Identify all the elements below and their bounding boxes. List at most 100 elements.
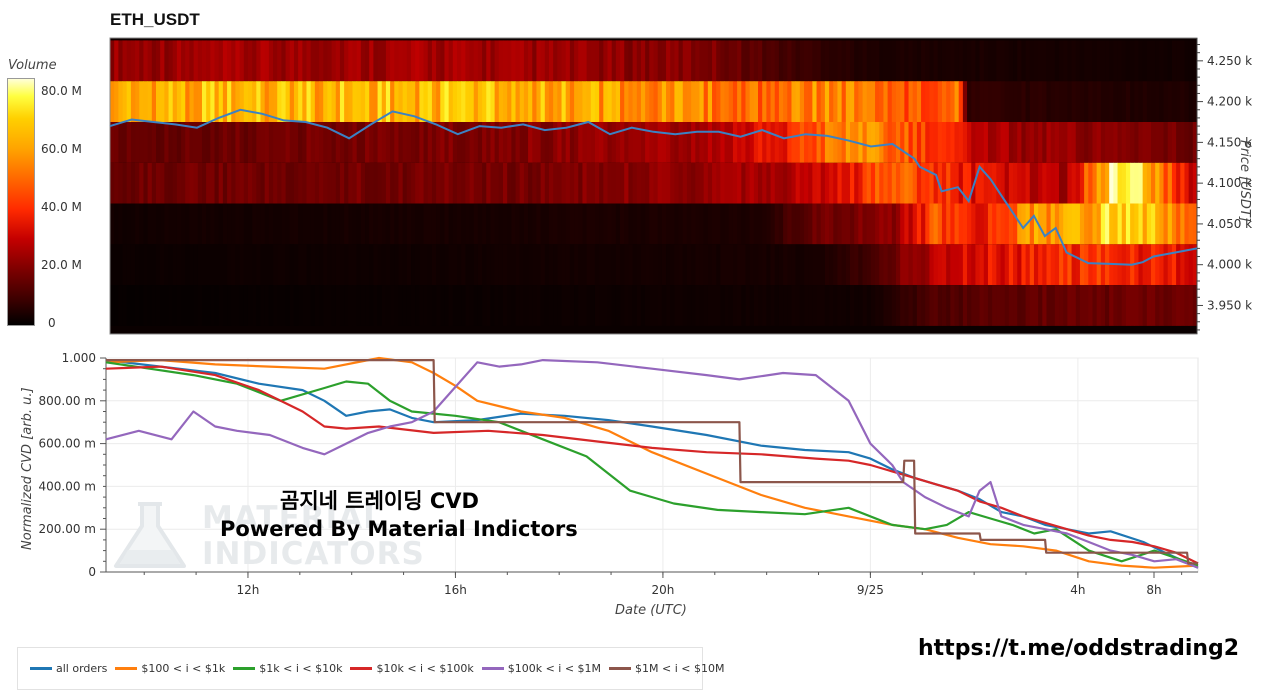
heatmap-cell <box>285 162 291 204</box>
heatmap-cell <box>1155 81 1160 122</box>
heatmap-cell <box>941 122 947 163</box>
heatmap-cell <box>385 162 391 204</box>
heatmap-cell <box>469 285 475 326</box>
heatmap-cell <box>983 162 989 204</box>
heatmap-cell <box>306 244 312 286</box>
heatmap-cell <box>201 162 207 204</box>
heatmap-cell <box>707 122 713 163</box>
heatmap-cell <box>528 285 533 326</box>
heatmap-cell <box>1125 40 1131 82</box>
heatmap-cell <box>724 285 730 326</box>
heatmap-cell <box>603 244 608 286</box>
heatmap-cell <box>670 203 675 245</box>
heatmap-cell <box>181 244 186 286</box>
heatmap-cell <box>996 162 1001 204</box>
heatmap-cell <box>695 244 700 286</box>
heatmap-cell <box>247 40 253 82</box>
heatmap-cell <box>603 285 608 326</box>
heatmap-cell <box>732 40 738 82</box>
heatmap-cell <box>745 285 751 326</box>
heatmap-cell <box>833 244 838 286</box>
heatmap-cell <box>511 285 516 326</box>
heatmap-cell <box>482 244 487 286</box>
heatmap-cell <box>519 162 525 204</box>
legend-item[interactable]: $100k < i < $1M <box>481 662 601 675</box>
heatmap-cell <box>172 81 178 122</box>
heatmap-cell <box>306 285 312 326</box>
heatmap-cell <box>686 81 692 122</box>
heatmap-cell <box>837 203 843 245</box>
heatmap-cell <box>193 285 199 326</box>
heatmap-cell <box>306 122 312 163</box>
heatmap-cell <box>967 285 972 326</box>
heatmap-cell <box>461 285 466 326</box>
heatmap-cell <box>540 285 546 326</box>
heatmap-cell <box>151 81 157 122</box>
heatmap-cell <box>1013 40 1018 82</box>
heatmap-cell <box>770 162 776 204</box>
heatmap-cell <box>218 162 224 204</box>
heatmap-cell <box>933 40 939 82</box>
heatmap-cell <box>218 285 224 326</box>
heatmap-cell <box>519 244 525 286</box>
cvd-x-tick-label: 12h <box>237 583 260 597</box>
heatmap-cell <box>1109 285 1114 326</box>
heatmap-cell <box>365 203 370 245</box>
heatmap-cell <box>507 244 512 286</box>
heatmap-cell <box>845 285 851 326</box>
heatmap-cell <box>632 244 638 286</box>
heatmap-cell <box>1167 285 1173 326</box>
heatmap-cell <box>314 203 320 245</box>
heatmap-cell <box>870 81 876 122</box>
heatmap-cell <box>891 244 897 286</box>
heatmap-cell <box>1155 285 1160 326</box>
heatmap-cell <box>1013 122 1018 163</box>
heatmap-cell <box>168 285 174 326</box>
heatmap-cell <box>482 285 487 326</box>
heatmap-cell <box>820 40 826 82</box>
heatmap-cell <box>758 203 763 245</box>
heatmap-cell <box>1046 162 1052 204</box>
heatmap-cell <box>218 203 224 245</box>
heatmap-cell <box>352 81 358 122</box>
legend-item[interactable]: $10k < i < $100k <box>350 662 474 675</box>
heatmap-cell <box>682 40 688 82</box>
heatmap-cell <box>870 122 876 163</box>
heatmap-cell <box>452 81 458 122</box>
heatmap-cell <box>699 162 705 204</box>
heatmap-cell <box>678 244 684 286</box>
telegram-url[interactable]: https://t.me/oddstrading2 <box>918 636 1240 661</box>
heatmap-cell <box>394 81 399 122</box>
heatmap-cell <box>339 162 345 204</box>
heatmap-cell <box>402 244 408 286</box>
legend-swatch <box>609 667 632 670</box>
heatmap-cell <box>745 203 751 245</box>
legend-item[interactable]: all orders <box>30 662 107 675</box>
heatmap-cell <box>887 162 893 204</box>
cvd-series-line <box>105 356 1199 569</box>
heatmap-cell <box>381 203 387 245</box>
heatmap-cell <box>929 81 935 122</box>
heatmap-cell <box>1067 122 1072 163</box>
heatmap-cell <box>440 285 445 326</box>
legend-item[interactable]: $100 < i < $1k <box>115 662 225 675</box>
cvd-axis-label: Normalized CVD [arb. u.] <box>20 387 35 550</box>
heatmap-cell <box>749 81 755 122</box>
heatmap-cell <box>820 122 826 163</box>
heatmap-cell <box>256 244 261 286</box>
legend-item[interactable]: $1M < i < $10M <box>609 662 724 675</box>
heatmap-cell <box>160 40 165 82</box>
heatmap-cell <box>808 162 813 204</box>
heatmap-cell <box>783 162 788 204</box>
price-tick-label: 4.200 k <box>1207 95 1252 109</box>
heatmap-cell <box>758 122 763 163</box>
heatmap-cell <box>310 244 316 286</box>
heatmap-cell <box>720 285 725 326</box>
heatmap-cell <box>707 203 713 245</box>
heatmap-cell <box>578 122 583 163</box>
heatmap-cell <box>649 162 654 204</box>
heatmap-cell <box>603 81 608 122</box>
heatmap-cell <box>398 162 404 204</box>
legend-item[interactable]: $1k < i < $10k <box>233 662 342 675</box>
heatmap-cell <box>762 203 767 245</box>
